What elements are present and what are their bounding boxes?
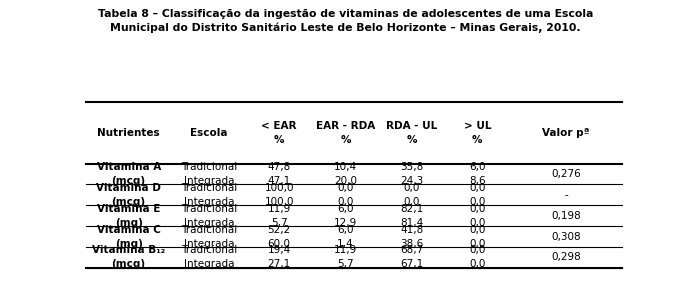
Text: > UL
%: > UL % bbox=[464, 121, 491, 145]
Text: 0,0
0,0: 0,0 0,0 bbox=[469, 225, 486, 249]
Text: 0,308: 0,308 bbox=[551, 231, 581, 242]
Text: 0,298: 0,298 bbox=[551, 253, 581, 262]
Text: Tradicional
Integrada: Tradicional Integrada bbox=[181, 183, 237, 207]
Text: 82,1
81,4: 82,1 81,4 bbox=[400, 204, 424, 228]
Text: Tradicional
Integrada: Tradicional Integrada bbox=[181, 204, 237, 228]
Text: Vitamina D
(mcg): Vitamina D (mcg) bbox=[96, 183, 161, 207]
Text: 0,0
0,0: 0,0 0,0 bbox=[337, 183, 354, 207]
Text: 47,8
47,1: 47,8 47,1 bbox=[267, 162, 291, 186]
Text: 0,0
0,0: 0,0 0,0 bbox=[469, 204, 486, 228]
Text: Vitamina E
(mg): Vitamina E (mg) bbox=[97, 204, 160, 228]
Text: < EAR
%: < EAR % bbox=[261, 121, 297, 145]
Text: Vitamina C
(mg): Vitamina C (mg) bbox=[97, 225, 160, 249]
Text: 0,276: 0,276 bbox=[551, 169, 581, 179]
Text: 11,9
5,7: 11,9 5,7 bbox=[334, 245, 357, 269]
Text: 0,0
0,0: 0,0 0,0 bbox=[469, 245, 486, 269]
Text: Valor pª: Valor pª bbox=[542, 128, 590, 138]
Text: Tradicional
Integrada: Tradicional Integrada bbox=[181, 225, 237, 249]
Text: Escola: Escola bbox=[190, 128, 228, 138]
Text: 6,0
12,9: 6,0 12,9 bbox=[334, 204, 357, 228]
Text: 10,4
20,0: 10,4 20,0 bbox=[334, 162, 357, 186]
Text: Vitamina B₁₂
(mcg): Vitamina B₁₂ (mcg) bbox=[92, 245, 165, 269]
Text: 0,0
0,0: 0,0 0,0 bbox=[469, 183, 486, 207]
Text: Vitamina A
(mcg): Vitamina A (mcg) bbox=[97, 162, 161, 186]
Text: 6,0
1,4: 6,0 1,4 bbox=[337, 225, 354, 249]
Text: EAR - RDA
%: EAR - RDA % bbox=[316, 121, 375, 145]
Text: Tradicional
Integrada: Tradicional Integrada bbox=[181, 245, 237, 269]
Text: RDA - UL
%: RDA - UL % bbox=[386, 121, 437, 145]
Text: 35,8
24,3: 35,8 24,3 bbox=[400, 162, 424, 186]
Text: 11,9
5,7: 11,9 5,7 bbox=[267, 204, 291, 228]
Text: -: - bbox=[565, 190, 568, 200]
Text: Tabela 8 – Classificação da ingestão de vitaminas de adolescentes de uma Escola
: Tabela 8 – Classificação da ingestão de … bbox=[98, 9, 593, 33]
Text: 6,0
8,6: 6,0 8,6 bbox=[469, 162, 486, 186]
Text: 19,4
27,1: 19,4 27,1 bbox=[267, 245, 291, 269]
Text: 0,0
0,0: 0,0 0,0 bbox=[404, 183, 420, 207]
Text: Tradicional
Integrada: Tradicional Integrada bbox=[181, 162, 237, 186]
Text: 52,2
60,0: 52,2 60,0 bbox=[267, 225, 291, 249]
Text: Nutrientes: Nutrientes bbox=[97, 128, 160, 138]
Text: 41,8
38,6: 41,8 38,6 bbox=[400, 225, 424, 249]
Text: 68,7
67,1: 68,7 67,1 bbox=[400, 245, 424, 269]
Text: 100,0
100,0: 100,0 100,0 bbox=[265, 183, 294, 207]
Text: 0,198: 0,198 bbox=[551, 211, 581, 221]
